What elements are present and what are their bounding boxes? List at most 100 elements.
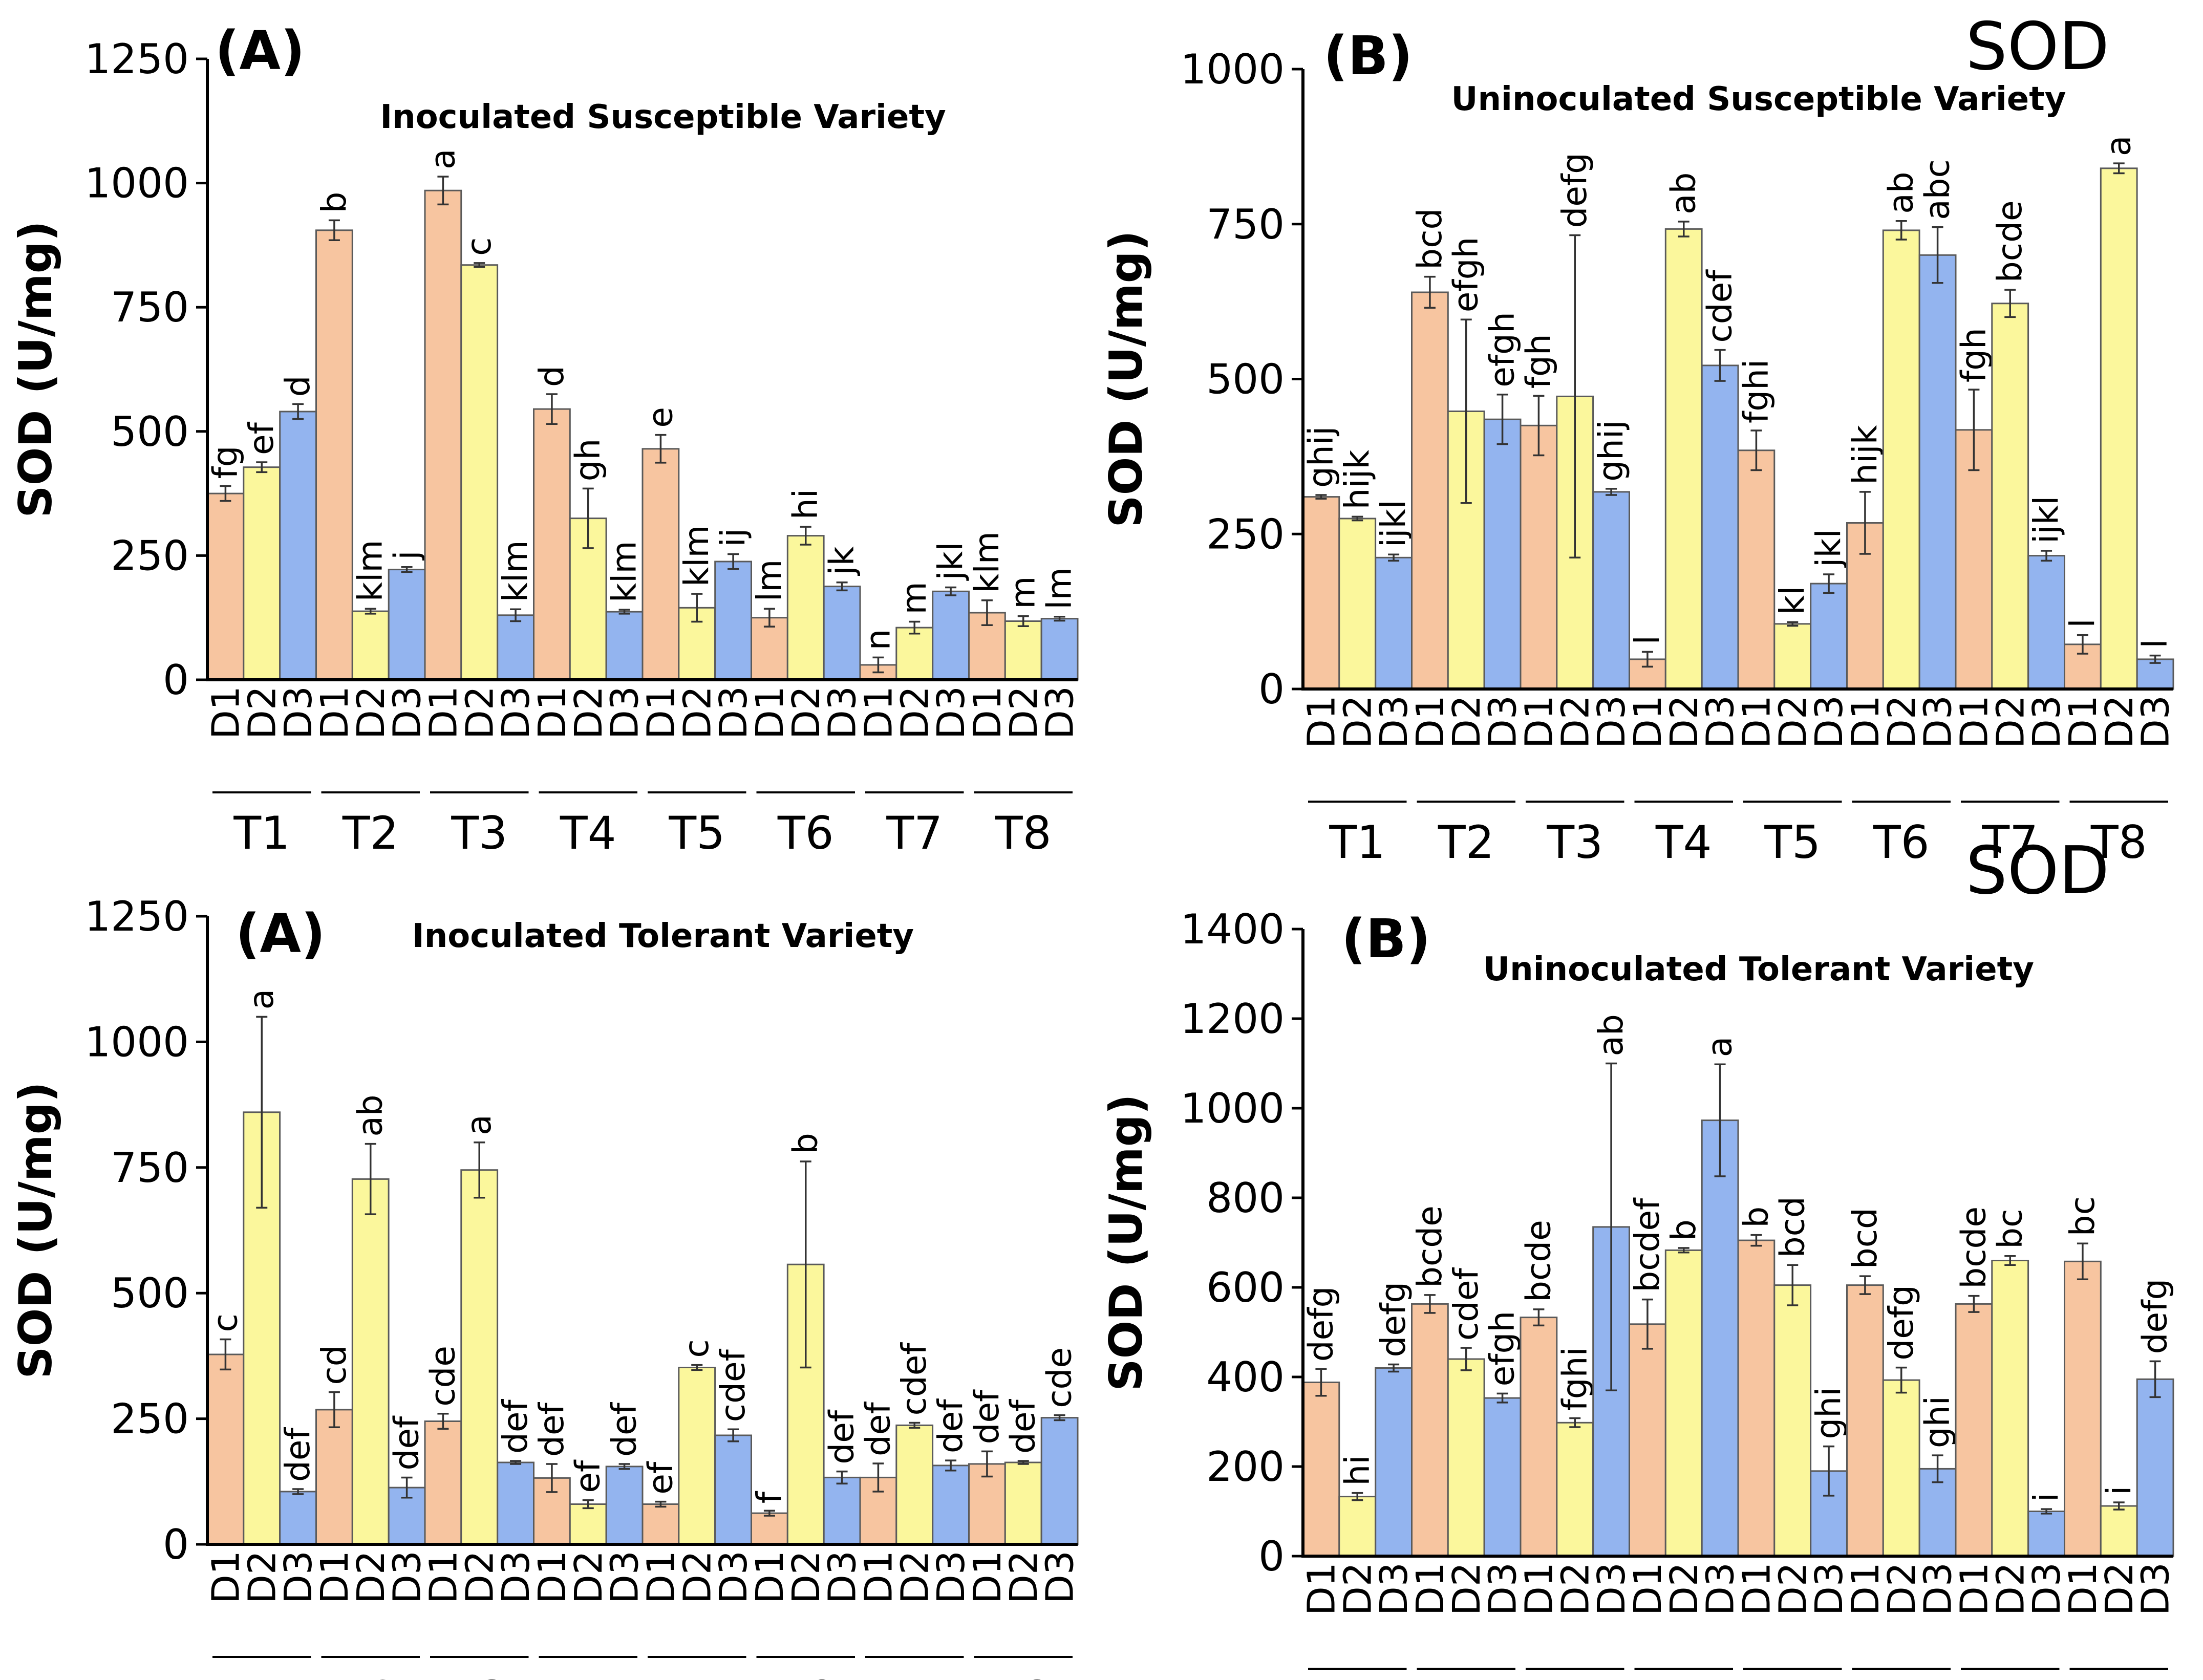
x-tick-label: D1 <box>421 686 465 739</box>
error-bar-T7-D2 <box>909 1421 921 1429</box>
bar-T6-D1 <box>1846 1284 1884 1557</box>
letter-label: def <box>1003 1399 1043 1454</box>
error-bar-T1-D3 <box>1388 1363 1400 1373</box>
error-bar-T2-D1 <box>1424 1294 1436 1314</box>
x-tick-label: D1 <box>1626 695 1670 748</box>
letter-label: klm <box>351 540 390 601</box>
error-bar-T7-D2 <box>2004 1255 2016 1266</box>
x-tick-label: D1 <box>639 1550 683 1604</box>
error-bar-T4-D1 <box>546 393 558 425</box>
letter-label: bcd <box>1410 208 1449 270</box>
bar-T4-D3 <box>1701 1119 1739 1557</box>
group-label: T8 <box>995 807 1052 859</box>
letter-label: b <box>786 1133 825 1154</box>
y-tick-label: 800 <box>1206 1174 1285 1222</box>
x-tick-label: D2 <box>567 686 611 739</box>
group-label: T7 <box>886 807 943 859</box>
letter-label: c <box>459 238 499 256</box>
panel-label: (B) <box>1323 25 1413 87</box>
bar-T5-D1 <box>1737 1239 1776 1557</box>
error-bar-T5-D3 <box>1823 1445 1835 1497</box>
group-label: T8 <box>2090 816 2147 869</box>
bar-T3-D3 <box>497 614 535 681</box>
y-tick-label: 400 <box>1206 1353 1285 1401</box>
chart-subtitle: Uninoculated Susceptible Variety <box>1451 80 2066 118</box>
bar-T5-D3 <box>1810 583 1848 690</box>
bar-T4-D3 <box>605 611 644 681</box>
x-tick-label: D3 <box>1038 686 1082 739</box>
bar-T6-D3 <box>1918 254 1957 690</box>
group-label: T2 <box>1438 816 1494 869</box>
x-tick-label: D3 <box>712 1550 756 1604</box>
letter-label: bc <box>1990 1209 2029 1249</box>
error-bar-T8-D3 <box>2149 654 2161 664</box>
letter-label: f <box>750 1491 789 1503</box>
x-tick-label: D1 <box>966 686 1010 739</box>
y-tick-label: 1250 <box>84 35 189 83</box>
bar-T7-D3 <box>932 1464 970 1545</box>
letter-label: fgh <box>1954 328 1993 382</box>
letter-label: defg <box>2135 1279 2175 1354</box>
y-tick-label: 500 <box>1206 356 1285 403</box>
x-tick-label: D3 <box>603 686 647 739</box>
bar-T4-D2 <box>1664 228 1703 690</box>
y-tick-label: 250 <box>1206 510 1285 558</box>
error-bar-T3-D2 <box>474 1141 485 1199</box>
bar-T5-D2 <box>1773 1284 1812 1557</box>
bar-T2-D1 <box>1411 1303 1449 1557</box>
group-label: T4 <box>560 807 616 859</box>
x-tick-label: D3 <box>2134 695 2178 748</box>
x-tick-label: D2 <box>1988 1562 2033 1616</box>
bar-T6-D3 <box>823 586 861 681</box>
x-tick-label: D2 <box>2098 695 2142 748</box>
letter-label: ef <box>568 1459 608 1493</box>
error-bar-T3-D3 <box>1606 1062 1617 1391</box>
error-bar-T1-D1 <box>220 485 231 502</box>
x-tick-label: D1 <box>530 1550 574 1604</box>
error-bar-T2-D2 <box>365 608 376 615</box>
letter-label: defg <box>1374 1282 1413 1358</box>
letter-label: bcde <box>1990 200 2029 283</box>
y-tick-label: 250 <box>111 1395 189 1443</box>
group-label: T4 <box>1655 816 1712 869</box>
group-label: T6 <box>777 1671 834 1680</box>
error-bar-T5-D3 <box>1823 573 1835 594</box>
bar-T2-D2 <box>1447 1358 1485 1557</box>
error-bar-T8-D3 <box>1054 616 1065 622</box>
error-bar-T3-D1 <box>437 1413 449 1430</box>
error-bar-T6-D1 <box>1859 491 1871 555</box>
error-bar-T2-D2 <box>1460 318 1472 504</box>
bar-T5-D3 <box>714 1434 752 1545</box>
y-tick-label: 500 <box>111 1269 189 1317</box>
chart-panel-1: fg D1 ef D2 d D3 T1 b D1 klm D2 j D3 T2 a D1 c D2 klm D3 T3 d… <box>9 19 1082 859</box>
bar-T1-D3 <box>1375 1367 1413 1557</box>
y-tick-label: 250 <box>111 532 189 579</box>
x-tick-label: D2 <box>675 686 719 739</box>
group-label: T5 <box>668 1671 725 1680</box>
y-tick-label: 0 <box>163 656 189 704</box>
letter-label: a <box>242 989 281 1009</box>
x-tick-label: D2 <box>1445 695 1489 748</box>
bar-T1-D3 <box>279 411 317 681</box>
group-label: T1 <box>233 807 290 859</box>
y-tick-label: 600 <box>1206 1264 1285 1311</box>
x-tick-label: D1 <box>313 1550 357 1604</box>
letter-label: cde <box>1040 1347 1079 1408</box>
bar-T5-D2 <box>1773 623 1812 690</box>
bar-T1-D1 <box>1302 496 1340 690</box>
error-bar-T4-D3 <box>618 1463 630 1470</box>
letter-label: ij <box>713 528 753 547</box>
bar-T4-D2 <box>569 1503 607 1545</box>
error-bar-T3-D1 <box>1533 1308 1545 1327</box>
bar-T3-D1 <box>424 189 462 681</box>
error-bar-T1-D3 <box>292 403 304 420</box>
letter-label: bcdef <box>1628 1197 1667 1293</box>
y-tick-label: 1000 <box>84 160 189 207</box>
error-bar-T4-D1 <box>1641 1298 1653 1350</box>
error-bar-T6-D2 <box>800 1160 811 1369</box>
x-tick-label: D1 <box>2061 695 2105 748</box>
x-tick-label: D2 <box>240 1550 284 1604</box>
error-bar-T7-D2 <box>2004 289 2016 318</box>
bar-T5-D3 <box>714 561 752 681</box>
letter-label: cdef <box>1700 269 1740 343</box>
